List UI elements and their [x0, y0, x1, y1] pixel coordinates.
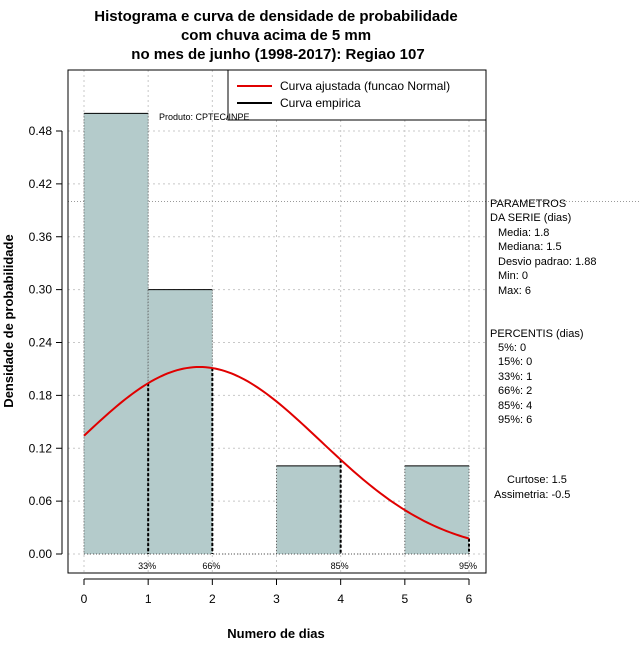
y-tick-label: 0.18 — [29, 388, 53, 402]
percentil-item: 95%: 6 — [498, 414, 532, 426]
y-tick-label: 0.48 — [29, 124, 53, 138]
x-tick-label: 5 — [401, 592, 408, 606]
fitted-normal-curve — [83, 365, 470, 540]
y-tick-label: 0.06 — [29, 494, 53, 508]
stat-media: Media: 1.8 — [498, 227, 549, 239]
x-axis-title: Numero de dias — [227, 626, 325, 641]
source-note: Produto: CPTEC/INPE — [159, 112, 250, 122]
legend: Curva ajustada (funcao Normal) Curva emp… — [227, 69, 487, 121]
chart-title-line-1: Histograma e curva de densidade de proba… — [94, 8, 457, 25]
histogram-bar — [404, 465, 469, 554]
histogram-bar — [84, 113, 149, 554]
stat-mediana: Mediana: 1.5 — [498, 241, 562, 253]
params-header-2: DA SERIE (dias) — [490, 212, 571, 224]
histogram-bars — [83, 112, 470, 555]
stats-panel: PARAMETROS DA SERIE (dias) Media: 1.8 Me… — [490, 198, 596, 501]
percentil-item: 5%: 0 — [498, 342, 526, 354]
y-tick-label: 0.00 — [29, 547, 53, 561]
percentil-item: 66%: 2 — [498, 385, 532, 397]
stat-min: Min: 0 — [498, 270, 528, 282]
percentile-label: 66% — [202, 561, 220, 571]
y-tick-label: 0.24 — [29, 336, 53, 350]
histogram-bar — [276, 465, 341, 554]
legend-empirical-label: Curva empirica — [280, 96, 361, 110]
x-tick-label: 6 — [466, 592, 473, 606]
chart-title-line-2: com chuva acima de 5 mm — [181, 27, 371, 44]
percentile-label: 85% — [331, 561, 349, 571]
percentil-item: 15%: 0 — [498, 356, 532, 368]
stat-max: Max: 6 — [498, 285, 531, 297]
histogram-bar — [148, 289, 213, 554]
percentile-labels: 33% 66% 85% 95% — [138, 561, 477, 571]
x-tick-label: 3 — [273, 592, 280, 606]
params-header-1: PARAMETROS — [490, 198, 566, 210]
percentis-header: PERCENTIS (dias) — [490, 328, 584, 340]
legend-fitted-label: Curva ajustada (funcao Normal) — [280, 79, 450, 93]
y-tick-label: 0.30 — [29, 283, 53, 297]
percentile-label: 95% — [459, 561, 477, 571]
percentile-drop-lines — [147, 368, 470, 554]
y-tick-label: 0.36 — [29, 230, 53, 244]
y-axis-title: Densidade de probabilidade — [1, 234, 16, 407]
x-tick-label: 2 — [209, 592, 216, 606]
x-tick-label: 4 — [337, 592, 344, 606]
stat-assimetria: Assimetria: -0.5 — [494, 489, 570, 501]
chart-title-line-3: no mes de junho (1998-2017): Regiao 107 — [131, 46, 424, 63]
y-tick-label: 0.12 — [29, 441, 53, 455]
axes: 0 1 2 3 4 5 6 0.00 0.06 0.12 0.18 0.24 0.30 0.36 0.42 0… — [29, 124, 473, 606]
percentile-label: 33% — [138, 561, 156, 571]
percentil-item: 85%: 4 — [498, 400, 532, 412]
x-tick-label: 1 — [145, 592, 152, 606]
stat-desvio: Desvio padrao: 1.88 — [498, 256, 596, 268]
legend-box — [227, 69, 487, 121]
x-tick-label: 0 — [81, 592, 88, 606]
stat-curtose: Curtose: 1.5 — [507, 474, 567, 486]
percentil-item: 33%: 1 — [498, 371, 532, 383]
y-tick-label: 0.42 — [29, 177, 53, 191]
fitted-curve-layer — [83, 365, 470, 540]
